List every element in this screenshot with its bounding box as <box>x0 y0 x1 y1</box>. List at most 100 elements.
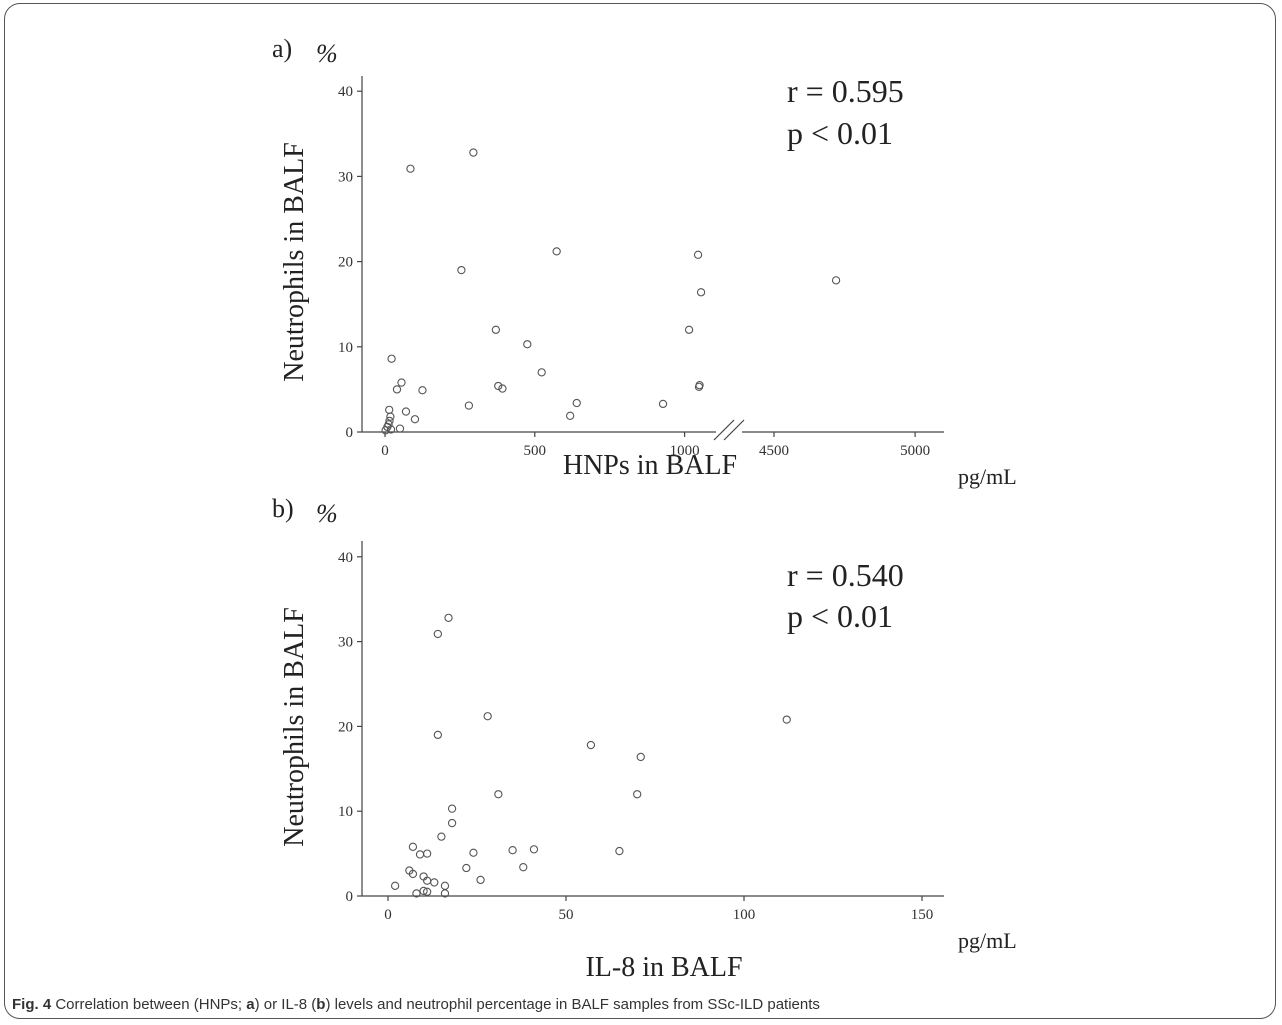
panel-a-x-tick-label: 0 <box>381 443 389 459</box>
panel-a-data-point <box>658 399 668 409</box>
panel-b-x-tick-label: 50 <box>559 907 574 923</box>
panel-b-data-point <box>476 875 485 885</box>
panel-b-y-tick-label: 20 <box>338 719 353 735</box>
panel-a-data-point <box>392 385 402 394</box>
caption-bold-a: a <box>246 996 255 1013</box>
panel-a-data-point <box>566 411 575 420</box>
caption-fig-label: Fig. 4 <box>12 996 52 1013</box>
panel-b-stat-p: p < 0.01 <box>787 598 893 634</box>
panel-b-data-point <box>508 846 517 855</box>
figure-canvas: a) % Neutrophils in BALF HNPs in BALF pg… <box>272 34 1017 983</box>
panel-a-data-point <box>395 424 405 433</box>
caption-text-2: ) or IL-8 ( <box>254 996 317 1013</box>
panel-b-data-point <box>529 845 539 854</box>
panel-a-data-point <box>386 425 396 434</box>
panel-a-data-point <box>386 412 395 421</box>
panel-a-data-point <box>385 416 394 426</box>
panel-b-data-point <box>444 613 453 623</box>
panel-b: b) % Neutrophils in BALF IL-8 in BALF pg… <box>272 494 1017 983</box>
panel-b-data-point <box>447 818 457 828</box>
panel-a-data-point <box>469 148 478 157</box>
panel-a-data-point <box>401 407 411 416</box>
panel-b-data-point <box>437 832 446 841</box>
panel-b-data-point <box>636 752 645 762</box>
panel-b-data-point <box>433 629 442 639</box>
panel-a-y-tick-label: 0 <box>346 425 354 441</box>
panel-a-x-tick-label: 500 <box>524 443 547 459</box>
panel-b-x-ticks: 0 50 100 150 <box>384 896 933 923</box>
panel-a: a) % Neutrophils in BALF HNPs in BALF pg… <box>272 34 1017 489</box>
panel-a-data-point <box>537 368 546 377</box>
panel-a-data-point <box>494 381 503 391</box>
panel-b-x-tick-label: 150 <box>911 907 934 923</box>
panel-a-x-tick-label: 1000 <box>670 443 700 459</box>
panel-a-data-point <box>696 288 706 297</box>
panel-b-y-tick-label: 30 <box>338 635 353 651</box>
panel-a-stat-p: p < 0.01 <box>787 115 893 151</box>
panel-a-x-tick-label: 4500 <box>759 443 789 459</box>
panel-a-points <box>381 148 841 435</box>
panel-b-x-tick-label: 100 <box>733 907 756 923</box>
panel-a-y-ticks: 0 10 20 30 40 <box>338 84 362 441</box>
panel-b-data-point <box>423 887 432 896</box>
panel-a-y-tick-label: 30 <box>338 169 353 185</box>
figure-frame <box>4 3 1276 1019</box>
panel-a-y-axis-label: Neutrophils in BALF <box>279 142 310 382</box>
panel-a-x-ticks: 0 500 1000 4500 5000 <box>381 432 930 459</box>
panel-a-data-point <box>552 247 561 256</box>
panel-a-data-point <box>464 401 474 410</box>
panel-a-x-unit: pg/mL <box>958 464 1017 489</box>
panel-a-data-point <box>695 380 704 390</box>
panel-b-y-tick-label: 10 <box>338 804 353 820</box>
panel-a-axis-break-mark-1 <box>713 419 735 441</box>
panel-b-data-point <box>440 881 450 890</box>
panel-a-data-point <box>406 164 415 173</box>
panel-b-stat-r: r = 0.540 <box>787 557 904 593</box>
panel-b-data-point <box>440 889 450 898</box>
panel-a-data-point <box>397 378 406 387</box>
panel-a-data-point <box>410 415 420 424</box>
panel-b-data-point <box>615 846 624 856</box>
panel-a-label: a) <box>272 34 292 63</box>
panel-b-data-point <box>408 869 418 879</box>
panel-a-data-point <box>523 340 532 349</box>
panel-b-data-point <box>390 881 400 890</box>
panel-b-label: b) <box>272 494 294 523</box>
panel-a-y-tick-label: 40 <box>338 84 353 100</box>
panel-a-data-point <box>693 250 703 259</box>
panel-b-data-point <box>633 790 642 799</box>
panel-b-y-tick-label: 40 <box>338 550 353 566</box>
panel-b-data-point <box>423 849 432 858</box>
panel-b-data-point <box>430 878 439 887</box>
panel-b-data-point <box>782 715 791 724</box>
panel-a-x-tick-label: 5000 <box>900 443 930 459</box>
panel-b-x-axis-label: IL-8 in BALF <box>585 952 742 983</box>
figure-caption: Fig. 4 Correlation between (HNPs; a) or … <box>12 996 1272 1013</box>
panel-a-data-point <box>387 354 396 363</box>
panel-a-data-point <box>457 265 466 275</box>
panel-a-y-tick-label: 10 <box>338 340 353 356</box>
panel-b-data-point <box>494 790 503 799</box>
caption-text-3: ) levels and neutrophil percentage in BA… <box>325 996 820 1013</box>
panel-a-stat-r: r = 0.595 <box>787 73 904 109</box>
panel-a-data-point <box>418 386 427 395</box>
caption-bold-b: b <box>316 996 326 1013</box>
panel-a-y-unit: % <box>316 39 338 68</box>
panel-b-data-point <box>462 863 471 873</box>
panel-b-x-tick-label: 0 <box>384 907 392 923</box>
panel-b-y-axis-label: Neutrophils in BALF <box>279 607 310 847</box>
panel-a-data-point <box>572 398 581 408</box>
panel-b-data-point <box>412 889 421 898</box>
panel-a-data-point <box>498 384 507 393</box>
panel-a-axis-break-mark-2 <box>723 419 745 441</box>
panel-a-x-axis-label: HNPs in BALF <box>563 450 737 481</box>
panel-b-data-point <box>419 886 428 896</box>
panel-a-data-point <box>831 276 841 285</box>
panel-b-data-point <box>415 850 425 859</box>
panel-a-data-point <box>684 325 694 334</box>
caption-text-1: Correlation between (HNPs; <box>51 996 247 1013</box>
panel-b-x-unit: pg/mL <box>958 928 1017 953</box>
panel-a-y-tick-label: 20 <box>338 255 353 271</box>
panel-b-y-tick-label: 0 <box>346 889 354 905</box>
panel-b-data-point <box>433 730 442 740</box>
